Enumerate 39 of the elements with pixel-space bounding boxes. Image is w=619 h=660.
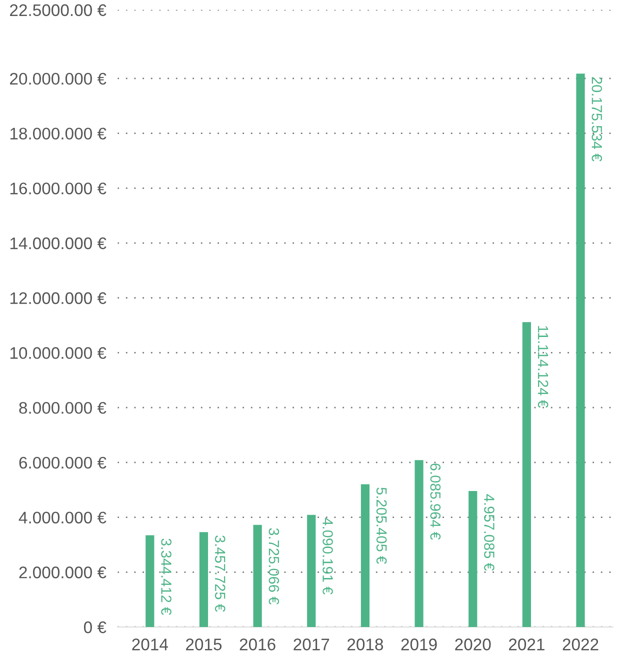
- y-tick-label: 12.000.000 €: [10, 292, 106, 304]
- y-tick-label: 2.000.000 €: [19, 566, 106, 578]
- bar: [360, 484, 370, 627]
- bar: [468, 491, 478, 627]
- bar: [307, 514, 316, 627]
- y-tick-label: 10.000.000 €: [10, 347, 106, 359]
- x-tick-label: 2022: [562, 638, 598, 650]
- y-tick-label: 6.000.000 €: [19, 456, 106, 469]
- data-label: 3.725.066 €: [268, 528, 280, 604]
- bar: [199, 532, 208, 627]
- data-label: 3.344.412 €: [161, 538, 172, 615]
- x-tick-label: 2014: [132, 638, 168, 650]
- y-tick-label: 18.000.000 €: [10, 128, 106, 140]
- bar: [414, 460, 424, 627]
- bar: [576, 74, 585, 627]
- data-label: 5.205.405 €: [376, 488, 387, 564]
- bar: [253, 524, 262, 627]
- y-tick-label: 20.000.000 €: [10, 72, 106, 85]
- bar: [146, 535, 154, 627]
- bar: [522, 322, 531, 627]
- data-label: 6.085.964 €: [430, 464, 441, 540]
- data-label: 20.175.534 €: [592, 77, 602, 162]
- x-tick-label: 2017: [294, 638, 330, 650]
- x-tick-label: 2016: [240, 638, 276, 650]
- data-label: 3.457.725 €: [214, 536, 226, 612]
- x-tick-label: 2020: [455, 638, 491, 650]
- data-label: 4.957.085 €: [484, 494, 494, 571]
- y-tick-label: 0 €: [84, 621, 106, 634]
- y-tick-label: 14.000.000 €: [10, 237, 106, 250]
- x-tick-label: 2018: [348, 638, 384, 650]
- data-label: 11.114.124 €: [538, 326, 548, 408]
- y-tick-label: 8.000.000 €: [19, 402, 106, 414]
- x-tick-label: 2015: [186, 638, 222, 650]
- x-tick-label: 2019: [401, 638, 437, 650]
- y-tick-label: 4.000.000 €: [18, 512, 106, 524]
- y-tick-label: 22.5000.00 €: [10, 4, 106, 16]
- x-tick-label: 2021: [508, 638, 544, 650]
- data-label: 4.090.191 €: [322, 518, 333, 594]
- y-tick-label: 16.000.000 €: [10, 182, 106, 194]
